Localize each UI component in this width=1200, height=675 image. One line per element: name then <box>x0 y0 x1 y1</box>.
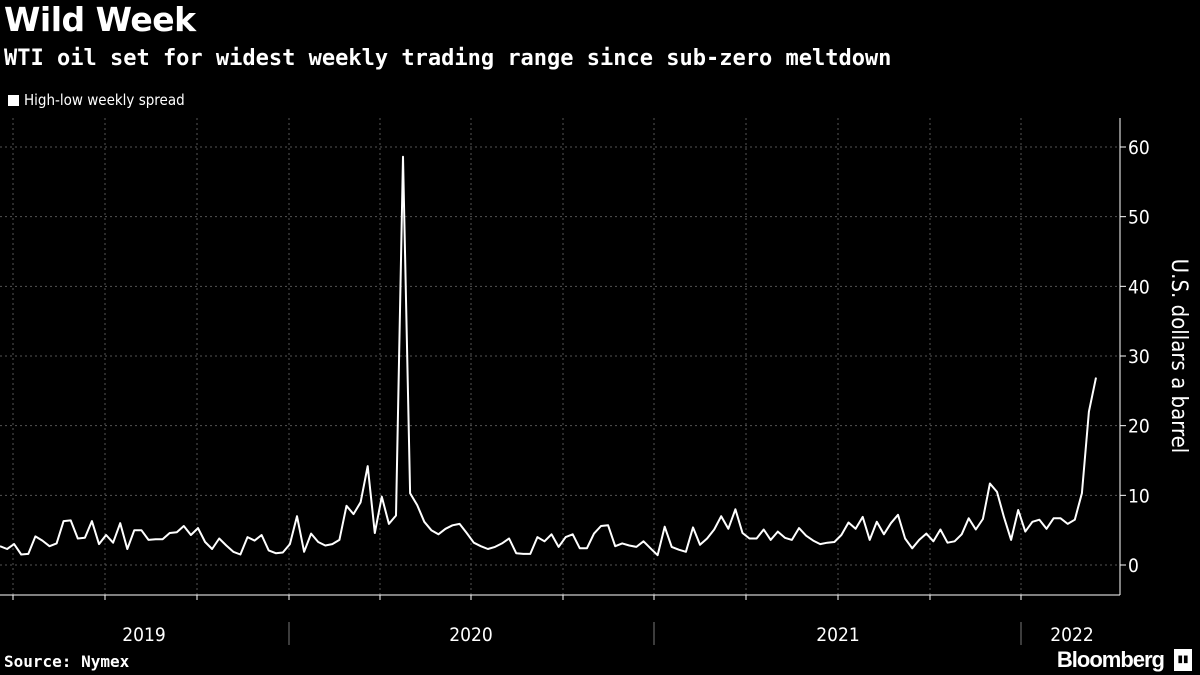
source-note: Source: Nymex <box>4 652 130 671</box>
y-tick-label: 40 <box>1128 276 1150 298</box>
x-year-label: 2020 <box>449 624 493 646</box>
legend-label: High-low weekly spread <box>24 91 185 109</box>
x-year-label: 2019 <box>122 624 166 646</box>
legend: High-low weekly spread <box>8 91 185 109</box>
y-tick-label: 10 <box>1128 485 1150 507</box>
bloomberg-mark-icon: ▮▮ <box>1174 649 1192 671</box>
chart-subtitle: WTI oil set for widest weekly trading ra… <box>4 46 892 71</box>
x-year-label: 2021 <box>816 624 860 646</box>
chart-title: Wild Week <box>4 0 196 39</box>
y-axis-label: U.S. dollars a barrel <box>1166 259 1191 454</box>
x-year-label: 2022 <box>1050 624 1094 646</box>
bloomberg-logo: Bloomberg <box>1056 647 1165 672</box>
legend-swatch <box>8 94 19 106</box>
series-line-high-low-spread <box>0 155 1097 557</box>
y-tick-label: 30 <box>1128 346 1150 368</box>
y-tick-label: 20 <box>1128 416 1150 438</box>
y-tick-label: 60 <box>1128 137 1150 159</box>
y-tick-label: 50 <box>1128 207 1150 229</box>
y-tick-label: 0 <box>1128 555 1139 577</box>
